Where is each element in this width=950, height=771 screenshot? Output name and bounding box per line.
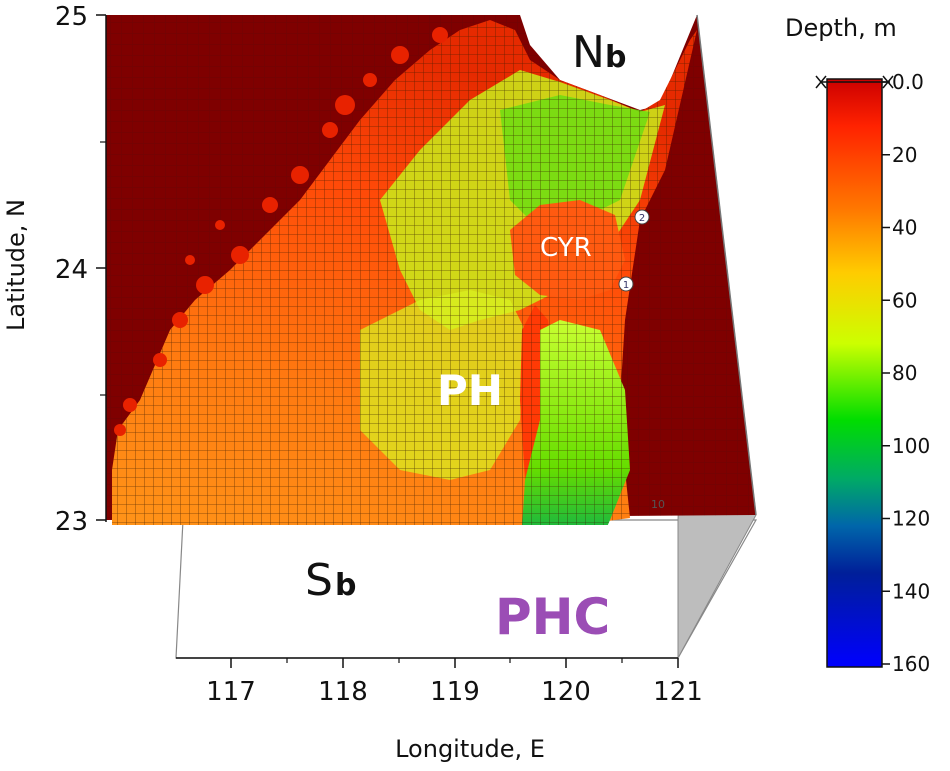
coastline-blobs [114,27,448,436]
minor-label: 10 [651,498,665,511]
box-floor [175,519,758,659]
y-tick-label: 24 [55,255,88,285]
colorbar-labels: 0.0 20 40 60 80 100 120 140 160 [882,70,930,676]
colorbar-tick-label: 20 [892,143,917,167]
svg-text:N: N [572,27,605,78]
annotation-nb: N b [572,27,626,78]
annotation-ph: PH [437,366,503,415]
x-tick-label: 117 [206,677,256,707]
x-axis-title: Longitude, E [395,735,545,763]
x-tick-label: 120 [541,677,591,707]
x-tick-label: 121 [653,677,703,707]
colorbar-top-marker [815,75,894,89]
station-marker-1: 1 [618,276,634,292]
svg-text:b: b [335,568,356,603]
colorbar-title: Depth, m [785,14,897,42]
svg-text:S: S [305,555,333,606]
y-tick-label: 25 [55,2,88,32]
colorbar-tick-label: 120 [892,507,930,531]
north-basin-area [520,15,697,110]
colorbar-tick-label: 80 [892,361,917,385]
colorbar-tick-label: 140 [892,579,930,603]
colorbar-gradient [826,78,883,668]
svg-text:1: 1 [623,280,629,291]
y-axis: 25 24 23 [55,2,107,537]
colorbar-tick-label: 160 [892,652,930,676]
svg-text:2: 2 [639,213,645,224]
annotation-cyr: CYR [540,233,592,263]
station-marker-2: 2 [634,209,650,225]
x-tick-label: 118 [318,677,368,707]
colorbar-tick-label: 100 [892,434,930,458]
x-tick-label: 119 [430,677,480,707]
annotation-phc: PHC [495,588,610,646]
y-axis-title: Latitude, N [2,199,30,331]
y-tick-label: 23 [55,507,88,537]
colorbar-tick-label: 0.0 [892,70,924,94]
annotation-sb: S b [305,555,356,606]
colorbar-tick-label: 40 [892,216,917,240]
svg-text:b: b [605,40,626,75]
x-axis: 117 118 119 120 121 [176,657,703,707]
colorbar-tick-label: 60 [892,288,917,312]
